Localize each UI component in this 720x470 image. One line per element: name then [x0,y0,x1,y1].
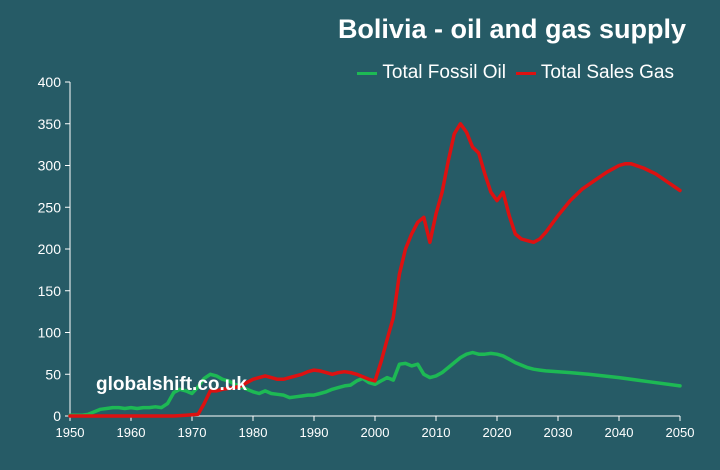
series-lines [68,122,682,418]
y-tick-label: 300 [38,158,62,174]
legend-swatch-gas [515,71,536,75]
y-tick-label: 0 [53,408,61,424]
y-tick-label: 350 [38,116,62,132]
y-axis: 0 50 100 150 200 250 300 350 400 [38,74,71,424]
x-tick-label: 2030 [544,425,573,440]
chart-title: Bolivia - oil and gas supply [337,14,686,44]
series-line-total-sales-gas [68,122,682,418]
x-axis: 1950 1960 1970 1980 1990 2000 2010 2020 2030 2040… [56,415,695,440]
x-tick-label: 1950 [56,425,85,440]
x-tick-label: 2010 [422,425,451,440]
y-tick-label: 100 [38,325,62,341]
legend-item-oil: Total Fossil Oil [357,62,506,84]
chart-legend: Total Fossil Oil Total Sales Gas [357,62,674,84]
x-tick-label: 2040 [605,425,634,440]
y-tick-label: 400 [38,74,62,90]
watermark-text: globalshift.co.uk [96,374,247,395]
legend-swatch-oil [357,71,378,75]
x-tick-label: 2050 [666,425,695,440]
legend-label-gas: Total Sales Gas [540,62,674,83]
series-line-total-fossil-oil [68,350,682,417]
x-tick-label: 1980 [239,425,268,440]
x-tick-label: 1970 [178,425,207,440]
y-tick-label: 200 [38,241,62,257]
y-tick-label: 50 [45,366,61,382]
y-tick-label: 250 [38,199,62,215]
y-tick-label: 150 [38,283,62,299]
legend-label-oil: Total Fossil Oil [382,62,506,83]
x-tick-label: 1990 [300,425,329,440]
x-tick-label: 2000 [361,425,390,440]
x-tick-label: 2020 [483,425,512,440]
x-tick-label: 1960 [117,425,146,440]
legend-item-gas: Total Sales Gas [515,62,674,84]
